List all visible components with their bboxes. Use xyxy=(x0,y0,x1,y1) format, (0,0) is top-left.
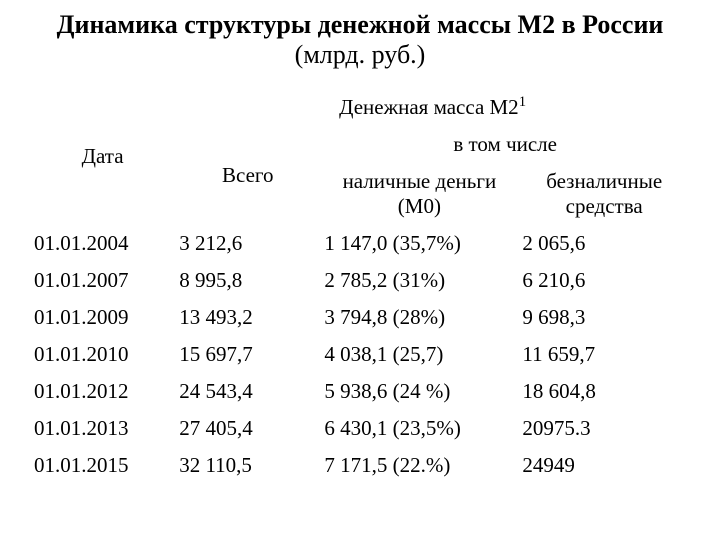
col-noncash-header: безналичные средства xyxy=(518,163,690,225)
col-m2-header: Денежная масса М21 xyxy=(175,88,690,126)
title-main: Динамика структуры денежной массы М2 в Р… xyxy=(30,10,690,40)
table-row: 01.01.200913 493,23 794,8 (28%)9 698,3 xyxy=(30,299,690,336)
money-mass-table: Дата Денежная масса М21 Всего в том числ… xyxy=(30,88,690,484)
cell-cash: 6 430,1 (23,5%) xyxy=(320,410,518,447)
table-row: 01.01.201532 110,57 171,5 (22.%)24949 xyxy=(30,447,690,484)
table-body: 01.01.20043 212,61 147,0 (35,7%)2 065,60… xyxy=(30,225,690,484)
table-row: 01.01.201224 543,45 938,6 (24 %)18 604,8 xyxy=(30,373,690,410)
title-block: Динамика структуры денежной массы М2 в Р… xyxy=(30,10,690,70)
cell-total: 15 697,7 xyxy=(175,336,320,373)
cell-noncash: 20975.3 xyxy=(518,410,690,447)
table-row: 01.01.201015 697,74 038,1 (25,7)11 659,7 xyxy=(30,336,690,373)
cell-cash: 1 147,0 (35,7%) xyxy=(320,225,518,262)
cell-total: 24 543,4 xyxy=(175,373,320,410)
cell-cash: 5 938,6 (24 %) xyxy=(320,373,518,410)
cell-date: 01.01.2010 xyxy=(30,336,175,373)
table-header: Дата Денежная масса М21 Всего в том числ… xyxy=(30,88,690,225)
cell-noncash: 11 659,7 xyxy=(518,336,690,373)
cell-total: 13 493,2 xyxy=(175,299,320,336)
cell-total: 8 995,8 xyxy=(175,262,320,299)
cell-noncash: 18 604,8 xyxy=(518,373,690,410)
cell-noncash: 6 210,6 xyxy=(518,262,690,299)
cell-cash: 4 038,1 (25,7) xyxy=(320,336,518,373)
col-total-header: Всего xyxy=(175,126,320,225)
cell-date: 01.01.2015 xyxy=(30,447,175,484)
cell-cash: 3 794,8 (28%) xyxy=(320,299,518,336)
cell-date: 01.01.2012 xyxy=(30,373,175,410)
cell-noncash: 9 698,3 xyxy=(518,299,690,336)
cell-total: 27 405,4 xyxy=(175,410,320,447)
cell-cash: 2 785,2 (31%) xyxy=(320,262,518,299)
cell-total: 32 110,5 xyxy=(175,447,320,484)
table-row: 01.01.20078 995,82 785,2 (31%)6 210,6 xyxy=(30,262,690,299)
m2-superscript: 1 xyxy=(519,94,526,110)
cell-date: 01.01.2007 xyxy=(30,262,175,299)
m2-label-text: Денежная масса М2 xyxy=(339,95,519,119)
cell-cash: 7 171,5 (22.%) xyxy=(320,447,518,484)
cell-total: 3 212,6 xyxy=(175,225,320,262)
table-row: 01.01.20043 212,61 147,0 (35,7%)2 065,6 xyxy=(30,225,690,262)
col-including-header: в том числе xyxy=(320,126,690,163)
cell-date: 01.01.2013 xyxy=(30,410,175,447)
cell-date: 01.01.2009 xyxy=(30,299,175,336)
cell-date: 01.01.2004 xyxy=(30,225,175,262)
title-subtitle: (млрд. руб.) xyxy=(30,40,690,70)
cell-noncash: 2 065,6 xyxy=(518,225,690,262)
col-date-header: Дата xyxy=(30,88,175,225)
table-row: 01.01.201327 405,46 430,1 (23,5%)20975.3 xyxy=(30,410,690,447)
cell-noncash: 24949 xyxy=(518,447,690,484)
col-cash-header: наличные деньги (М0) xyxy=(320,163,518,225)
